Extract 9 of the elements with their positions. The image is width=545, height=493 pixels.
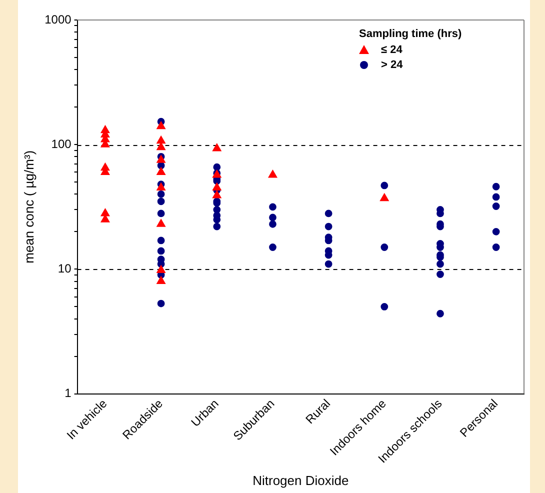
y-axis-title: mean conc ( µg/m³) [21,150,36,264]
y-tick-label: 10 [58,262,72,276]
y-tick-label: 1000 [44,12,72,26]
y-tick-label: 1 [64,386,72,400]
legend-label: ≤ 24 [381,44,404,56]
legend-title: Sampling time (hrs) [359,28,462,40]
y-tick-label: 100 [51,136,72,151]
x-axis-title: Nitrogen Dioxide [252,472,349,488]
legend-label: > 24 [381,59,404,72]
